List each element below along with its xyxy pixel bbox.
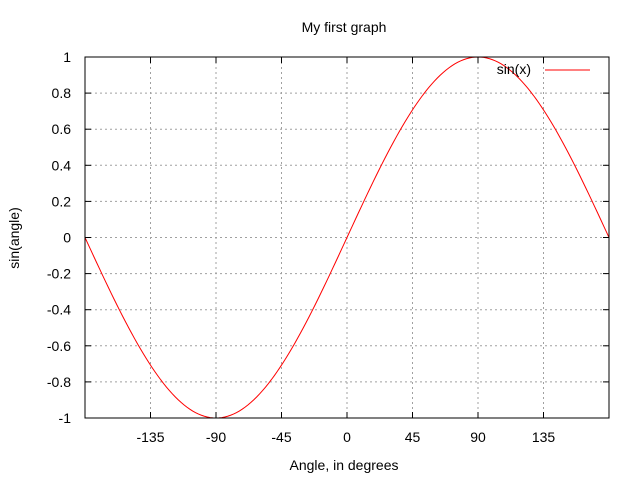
y-tick-label: 1 — [63, 49, 71, 65]
legend-label-sin: sin(x) — [497, 61, 531, 77]
x-tick-label: 0 — [343, 429, 351, 445]
y-tick-label: -1 — [59, 410, 72, 426]
x-tick-label: -45 — [271, 429, 291, 445]
chart-title: My first graph — [302, 19, 387, 35]
y-tick-label: -0.8 — [47, 374, 71, 390]
x-tick-label: 135 — [532, 429, 556, 445]
x-tick-label: -90 — [206, 429, 226, 445]
y-axis-label: sin(angle) — [6, 207, 22, 268]
y-tick-label: 0.6 — [52, 121, 72, 137]
x-axis-label: Angle, in degrees — [290, 457, 399, 473]
series-line-sin — [84, 56, 610, 419]
y-tick-label: 0.4 — [52, 157, 72, 173]
x-tick-label: 90 — [470, 429, 486, 445]
y-tick-label: -0.2 — [47, 266, 71, 282]
ticks: -1 -0.8 -0.6 -0.4 -0.2 0 0.2 0.4 0.6 0.8 1 -135 -90 -… — [47, 49, 609, 445]
y-tick-label: 0.2 — [52, 193, 72, 209]
legend: sin(x) — [497, 61, 590, 77]
y-tick-label: 0 — [63, 230, 71, 246]
y-tick-label: 0.8 — [52, 85, 72, 101]
x-tick-label: 45 — [405, 429, 421, 445]
y-tick-label: -0.4 — [47, 302, 71, 318]
y-tick-label: -0.6 — [47, 338, 71, 354]
series-layer — [84, 56, 610, 419]
x-tick-label: -135 — [136, 429, 164, 445]
